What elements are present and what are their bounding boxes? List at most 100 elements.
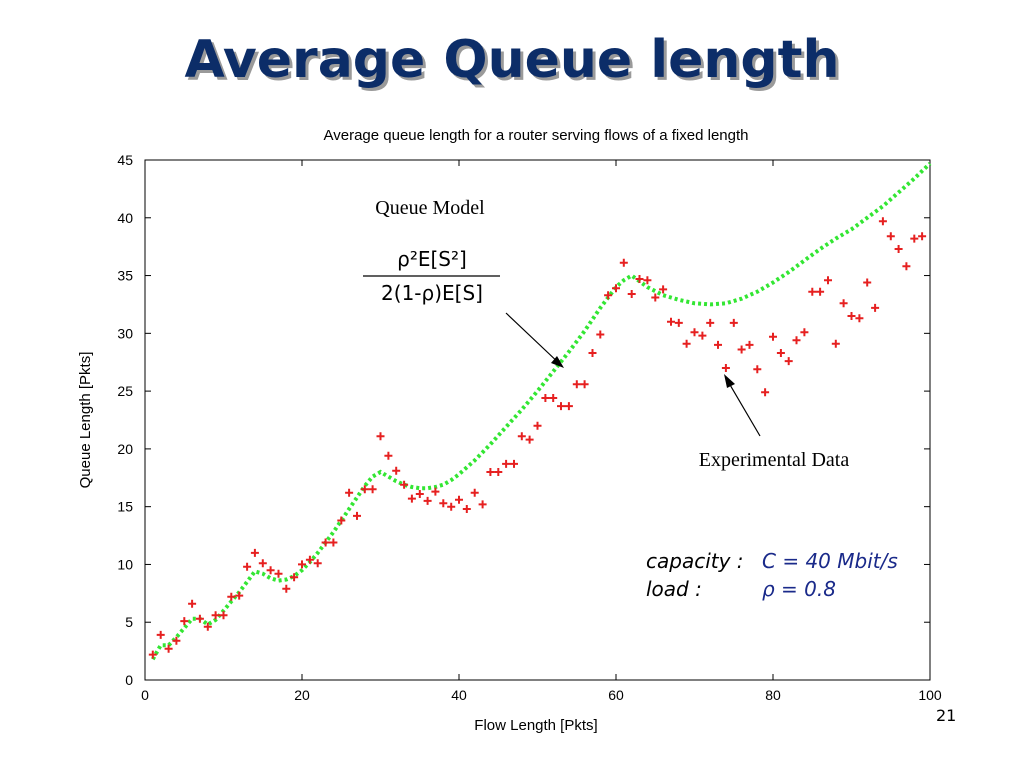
data-point xyxy=(415,490,424,498)
data-point xyxy=(172,636,181,645)
data-point xyxy=(800,328,809,337)
data-point xyxy=(918,232,927,241)
data-arrowhead xyxy=(724,374,735,388)
data-point xyxy=(769,332,777,341)
data-point xyxy=(557,402,565,411)
data-point xyxy=(855,314,864,323)
data-point xyxy=(368,485,377,494)
data-point xyxy=(816,287,825,296)
data-point xyxy=(910,234,919,243)
data-point xyxy=(635,275,644,283)
data-point xyxy=(195,614,204,623)
data-point xyxy=(824,276,832,285)
data-point xyxy=(533,421,542,430)
x-tick-label: 40 xyxy=(451,687,467,703)
data-label: Experimental Data xyxy=(699,449,850,471)
data-point xyxy=(745,340,754,349)
data-point xyxy=(761,388,770,397)
data-point xyxy=(564,402,573,411)
page-number: 21 xyxy=(936,706,957,725)
data-point xyxy=(447,502,456,511)
data-point xyxy=(321,538,330,547)
capacity-label: capacity : xyxy=(646,549,744,573)
data-point xyxy=(502,459,511,468)
data-point xyxy=(156,630,165,639)
capacity-value: C = 40 Mbit/s xyxy=(762,549,898,573)
data-point xyxy=(345,488,354,497)
data-point xyxy=(572,380,581,389)
data-point xyxy=(188,599,197,608)
data-point xyxy=(148,650,157,659)
y-tick-label: 40 xyxy=(117,210,133,226)
data-point xyxy=(353,511,361,520)
data-point xyxy=(706,318,715,327)
y-tick-label: 15 xyxy=(117,499,133,515)
data-point xyxy=(627,290,636,298)
data-point xyxy=(604,291,613,300)
data-point xyxy=(337,516,346,525)
y-tick-label: 35 xyxy=(117,268,133,284)
formula-numerator: ρ²E[S²] xyxy=(397,247,467,271)
data-point xyxy=(525,435,534,444)
data-point xyxy=(219,611,228,620)
data-point xyxy=(902,262,911,271)
data-point xyxy=(290,573,299,582)
data-point xyxy=(894,245,903,253)
data-point xyxy=(478,500,487,509)
data-point xyxy=(431,487,440,496)
data-point xyxy=(462,505,471,513)
plot-frame xyxy=(144,159,931,681)
x-tick-label: 100 xyxy=(918,687,942,703)
data-point xyxy=(203,622,212,631)
data-point xyxy=(360,485,369,494)
y-tick-label: 45 xyxy=(117,152,133,168)
model-series-line xyxy=(151,162,932,661)
data-point xyxy=(243,562,252,571)
chart-title: Average queue length for a router servin… xyxy=(324,127,749,144)
data-point xyxy=(714,340,722,349)
data-point xyxy=(737,345,746,354)
data-point xyxy=(423,496,432,505)
data-point xyxy=(643,276,652,285)
data-point xyxy=(494,468,503,476)
data-point xyxy=(690,328,699,337)
data-point xyxy=(392,466,401,475)
model-arrowhead xyxy=(551,356,564,368)
data-point xyxy=(721,364,730,372)
data-point xyxy=(839,299,848,308)
data-point xyxy=(486,468,495,476)
data-point xyxy=(266,566,275,575)
slide-title: Average Queue length xyxy=(184,30,840,90)
data-point xyxy=(674,318,683,327)
data-point xyxy=(180,617,189,626)
model-label: Queue Model xyxy=(375,197,485,219)
data-point xyxy=(871,303,880,312)
model-line xyxy=(151,162,932,661)
data-point xyxy=(400,480,409,489)
data-point xyxy=(847,312,856,320)
data-point xyxy=(682,339,691,348)
data-point xyxy=(651,293,660,302)
data-point xyxy=(517,432,526,441)
formula-denominator: 2(1-ρ)E[S] xyxy=(381,281,483,305)
data-point xyxy=(384,451,393,460)
data-point xyxy=(612,284,620,293)
x-axis-label: Flow Length [Pkts] xyxy=(474,717,597,734)
data-point xyxy=(164,644,173,653)
model-arrow xyxy=(505,312,563,367)
data-point xyxy=(878,217,887,226)
data-point xyxy=(667,317,675,326)
data-point xyxy=(776,349,785,357)
data-point xyxy=(470,488,479,497)
data-point xyxy=(886,232,895,241)
data-point xyxy=(282,584,291,593)
data-point xyxy=(439,499,448,508)
data-point xyxy=(753,365,762,374)
data-point xyxy=(211,611,220,620)
data-point xyxy=(329,538,338,547)
data-point xyxy=(808,287,817,296)
load-value: ρ = 0.8 xyxy=(762,577,836,601)
y-tick-label: 30 xyxy=(117,325,133,341)
data-point xyxy=(729,318,738,327)
